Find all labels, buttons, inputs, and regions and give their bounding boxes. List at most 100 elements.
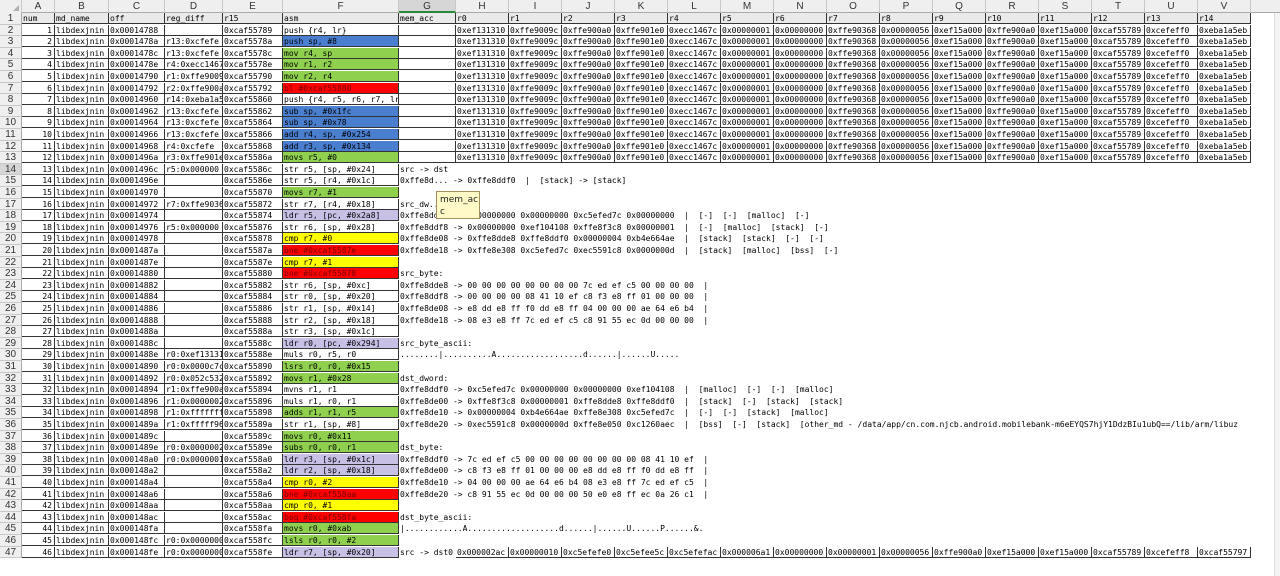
cell-j5[interactable]: 0xffe900a0 <box>562 59 615 71</box>
cell-e22[interactable]: 0xcaf5587e <box>223 256 283 268</box>
cell-f5[interactable]: mov r1, r2 <box>283 59 399 71</box>
row-header-25[interactable]: 25 <box>0 291 22 303</box>
cell-m1[interactable]: r5 <box>721 13 774 24</box>
cell-b4[interactable]: libdexjnin <box>55 47 109 59</box>
cell-q12[interactable]: 0xef15a000 <box>933 140 986 152</box>
cell-g2[interactable] <box>399 24 456 36</box>
cell-c18[interactable]: 0x00014974 <box>109 210 165 222</box>
cell-f2[interactable]: push {r4, lr} <box>283 24 399 36</box>
cell-f17[interactable]: str r7, [r4, #0x18] <box>283 198 399 210</box>
cell-i8[interactable]: 0xffe9009c <box>509 94 562 106</box>
column-header-t[interactable]: T <box>1092 0 1145 13</box>
cell-e16[interactable]: 0xcaf55870 <box>223 187 283 198</box>
cell-j11[interactable]: 0xffe900a0 <box>562 129 615 140</box>
cell-b20[interactable]: libdexjnin <box>55 233 109 245</box>
cell-e33[interactable]: 0xcaf55894 <box>223 384 283 396</box>
cell-e10[interactable]: 0xcaf55864 <box>223 117 283 129</box>
cell-c42[interactable]: 0x000148a6 <box>109 488 165 500</box>
cell-a37[interactable]: 36 <box>22 430 55 442</box>
cell-t13[interactable]: 0xcaf55789 <box>1092 152 1145 164</box>
cell-f45[interactable]: movs r0, #0xab <box>283 523 399 535</box>
cell-d13[interactable]: r3:0xffe901e <box>165 152 223 164</box>
cell-f12[interactable]: add r3, sp, #0x134 <box>283 140 399 152</box>
cell-l47[interactable]: 0xc5efefac <box>668 546 721 558</box>
cell-b9[interactable]: libdexjnin <box>55 105 109 117</box>
cell-t9[interactable]: 0xcaf55789 <box>1092 105 1145 117</box>
cell-p9[interactable]: 0x00000056 <box>880 105 933 117</box>
cell-b28[interactable]: libdexjnin <box>55 326 109 338</box>
cell-j9[interactable]: 0xffe900a0 <box>562 105 615 117</box>
cell-u11[interactable]: 0xcefeff0 <box>1145 129 1198 140</box>
cell-l12[interactable]: 0xecc1467c <box>668 140 721 152</box>
cell-d10[interactable]: r13:0xcfefe <box>165 117 223 129</box>
cell-r1[interactable]: r10 <box>986 13 1039 24</box>
cell-u5[interactable]: 0xcefeff0 <box>1145 59 1198 71</box>
cell-h13[interactable]: 0xef131310 <box>456 152 509 164</box>
cell-r9[interactable]: 0xffe900a0 <box>986 105 1039 117</box>
cell-e29[interactable]: 0xcaf5588c <box>223 337 283 349</box>
cell-u2[interactable]: 0xcefeff0 <box>1145 24 1198 36</box>
cell-e43[interactable]: 0xcaf558aa <box>223 500 283 512</box>
cell-d9[interactable]: r13:0xcfefe <box>165 105 223 117</box>
cell-s1[interactable]: r11 <box>1039 13 1092 24</box>
cell-a43[interactable]: 42 <box>22 500 55 512</box>
cell-j4[interactable]: 0xffe900a0 <box>562 47 615 59</box>
cell-b5[interactable]: libdexjnin <box>55 59 109 71</box>
cell-s4[interactable]: 0xef15a000 <box>1039 47 1092 59</box>
row-header-40[interactable]: 40 <box>0 465 22 477</box>
cell-t47[interactable]: 0xcaf55789 <box>1092 546 1145 558</box>
cell-n9[interactable]: 0x00000000 <box>774 105 827 117</box>
cell-p5[interactable]: 0x00000056 <box>880 59 933 71</box>
cell-h47[interactable]: 0x000002ac <box>456 546 509 558</box>
row-header-32[interactable]: 32 <box>0 372 22 385</box>
cell-d45[interactable] <box>165 523 223 535</box>
cell-a18[interactable]: 17 <box>22 210 55 222</box>
row-header-15[interactable]: 15 <box>0 175 22 187</box>
cell-l3[interactable]: 0xecc1467c <box>668 36 721 48</box>
cell-c43[interactable]: 0x000148aa <box>109 500 165 512</box>
cell-f22[interactable]: cmp r7, #1 <box>283 256 399 268</box>
cell-b18[interactable]: libdexjnin <box>55 210 109 222</box>
cell-d24[interactable] <box>165 279 223 291</box>
cell-c3[interactable]: 0x0001478a <box>109 36 165 48</box>
cell-b6[interactable]: libdexjnin <box>55 71 109 82</box>
cell-h2[interactable]: 0xef131310 <box>456 24 509 36</box>
cell-u10[interactable]: 0xcefeff0 <box>1145 117 1198 129</box>
cell-l11[interactable]: 0xecc1467c <box>668 129 721 140</box>
cell-d12[interactable]: r4:0xcfefe <box>165 140 223 152</box>
cell-c11[interactable]: 0x00014966 <box>109 129 165 140</box>
cell-g5[interactable] <box>399 59 456 71</box>
cell-f36[interactable]: str r1, [sp, #8] <box>283 419 399 430</box>
column-header-o[interactable]: O <box>827 0 880 13</box>
cell-c26[interactable]: 0x00014886 <box>109 303 165 314</box>
cell-a8[interactable]: 7 <box>22 94 55 106</box>
cell-d41[interactable] <box>165 477 223 488</box>
cell-e5[interactable]: 0xcaf5578e <box>223 59 283 71</box>
cell-o12[interactable]: 0xffe90368 <box>827 140 880 152</box>
cell-j6[interactable]: 0xffe900a0 <box>562 71 615 82</box>
cell-u1[interactable]: r13 <box>1145 13 1198 24</box>
cell-a23[interactable]: 22 <box>22 268 55 280</box>
cell-o2[interactable]: 0xffe90368 <box>827 24 880 36</box>
cell-d28[interactable] <box>165 326 223 338</box>
cell-a24[interactable]: 23 <box>22 279 55 291</box>
cell-q1[interactable]: r9 <box>933 13 986 24</box>
cell-f11[interactable]: add r4, sp, #0x254 <box>283 129 399 140</box>
cell-d5[interactable]: r4:0xecc1467 <box>165 59 223 71</box>
cell-l6[interactable]: 0xecc1467c <box>668 71 721 82</box>
cell-e46[interactable]: 0xcaf558fc <box>223 535 283 546</box>
cell-g7[interactable] <box>399 82 456 94</box>
row-header-26[interactable]: 26 <box>0 303 22 315</box>
cell-p8[interactable]: 0x00000056 <box>880 94 933 106</box>
cell-t8[interactable]: 0xcaf55789 <box>1092 94 1145 106</box>
cell-i3[interactable]: 0xffe9009c <box>509 36 562 48</box>
cell-j1[interactable]: r2 <box>562 13 615 24</box>
cell-d30[interactable]: r0:0xef13131 <box>165 349 223 361</box>
cell-a13[interactable]: 12 <box>22 152 55 164</box>
column-header-d[interactable]: D <box>165 0 223 13</box>
cell-e11[interactable]: 0xcaf55866 <box>223 129 283 140</box>
cell-b32[interactable]: libdexjnin <box>55 372 109 384</box>
cell-d15[interactable] <box>165 175 223 187</box>
column-header-h[interactable]: H <box>456 0 509 13</box>
column-header-f[interactable]: F <box>283 0 399 13</box>
